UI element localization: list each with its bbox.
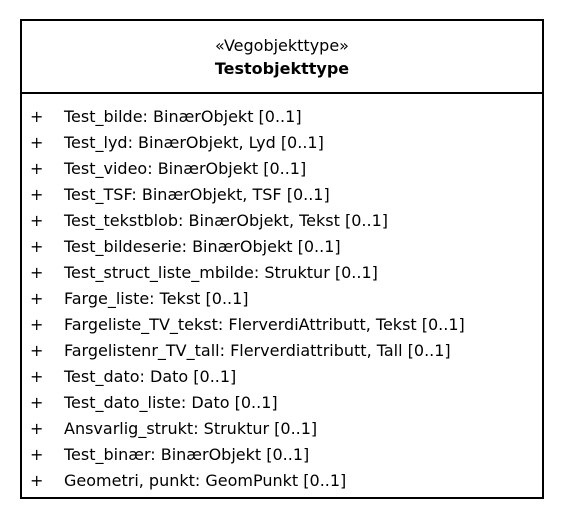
- visibility-marker: +: [30, 419, 44, 438]
- attribute-row: + Test_video: BinærObjekt [0..1]: [22, 156, 542, 182]
- attribute-row: + Test_bilde: BinærObjekt [0..1]: [22, 104, 542, 130]
- attribute-text: Test_bilde: BinærObjekt [0..1]: [64, 107, 302, 126]
- attribute-list: + Test_bilde: BinærObjekt [0..1] + Test_…: [22, 94, 542, 494]
- attribute-text: Test_dato: Dato [0..1]: [64, 367, 237, 386]
- visibility-marker: +: [30, 237, 44, 256]
- attribute-row: + Test_dato: Dato [0..1]: [22, 364, 542, 390]
- visibility-marker: +: [30, 445, 44, 464]
- visibility-marker: +: [30, 367, 44, 386]
- attribute-row: + Ansvarlig_strukt: Struktur [0..1]: [22, 416, 542, 442]
- attribute-text: Test_tekstblob: BinærObjekt, Tekst [0..1…: [64, 211, 388, 230]
- attribute-row: + Fargelistenr_TV_tall: Flerverdiattribu…: [22, 338, 542, 364]
- attribute-text: Test_dato_liste: Dato [0..1]: [64, 393, 278, 412]
- visibility-marker: +: [30, 185, 44, 204]
- attribute-text: Test_video: BinærObjekt [0..1]: [64, 159, 307, 178]
- attribute-text: Ansvarlig_strukt: Struktur [0..1]: [64, 419, 318, 438]
- attribute-text: Test_bildeserie: BinærObjekt [0..1]: [64, 237, 341, 256]
- attribute-row: + Fargeliste_TV_tekst: FlerverdiAttribut…: [22, 312, 542, 338]
- visibility-marker: +: [30, 107, 44, 126]
- attribute-row: + Test_struct_liste_mbilde: Struktur [0.…: [22, 260, 542, 286]
- class-name: Testobjekttype: [214, 59, 350, 78]
- visibility-marker: +: [30, 341, 44, 360]
- uml-class-box: «Vegobjekttype» Testobjekttype + Test_bi…: [20, 19, 544, 499]
- attribute-text: Test_struct_liste_mbilde: Struktur [0..1…: [64, 263, 378, 282]
- attribute-row: + Test_lyd: BinærObjekt, Lyd [0..1]: [22, 130, 542, 156]
- visibility-marker: +: [30, 133, 44, 152]
- attribute-row: + Geometri, punkt: GeomPunkt [0..1]: [22, 468, 542, 494]
- visibility-marker: +: [30, 289, 44, 308]
- attribute-row: + Test_tekstblob: BinærObjekt, Tekst [0.…: [22, 208, 542, 234]
- visibility-marker: +: [30, 263, 44, 282]
- visibility-marker: +: [30, 211, 44, 230]
- attribute-text: Test_TSF: BinærObjekt, TSF [0..1]: [64, 185, 330, 204]
- attribute-text: Fargelistenr_TV_tall: Flerverdiattributt…: [64, 341, 451, 360]
- visibility-marker: +: [30, 471, 44, 490]
- attribute-row: + Test_dato_liste: Dato [0..1]: [22, 390, 542, 416]
- class-header: «Vegobjekttype» Testobjekttype: [22, 21, 542, 94]
- attribute-text: Geometri, punkt: GeomPunkt [0..1]: [64, 471, 347, 490]
- attribute-text: Farge_liste: Tekst [0..1]: [64, 289, 249, 308]
- visibility-marker: +: [30, 159, 44, 178]
- attribute-text: Test_binær: BinærObjekt [0..1]: [64, 445, 310, 464]
- attribute-row: + Test_bildeserie: BinærObjekt [0..1]: [22, 234, 542, 260]
- attribute-text: Test_lyd: BinærObjekt, Lyd [0..1]: [64, 133, 324, 152]
- attribute-row: + Test_TSF: BinærObjekt, TSF [0..1]: [22, 182, 542, 208]
- visibility-marker: +: [30, 393, 44, 412]
- visibility-marker: +: [30, 315, 44, 334]
- attribute-row: + Test_binær: BinærObjekt [0..1]: [22, 442, 542, 468]
- attribute-row: + Farge_liste: Tekst [0..1]: [22, 286, 542, 312]
- class-stereotype: «Vegobjekttype»: [215, 36, 349, 55]
- attribute-text: Fargeliste_TV_tekst: FlerverdiAttributt,…: [64, 315, 465, 334]
